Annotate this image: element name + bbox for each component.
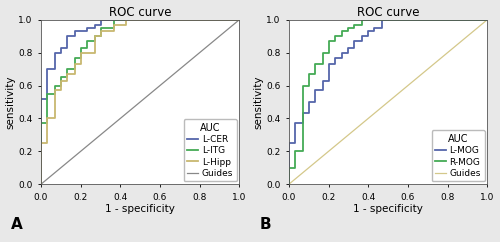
Title: ROC curve: ROC curve bbox=[109, 6, 172, 19]
Title: ROC curve: ROC curve bbox=[357, 6, 420, 19]
Legend: L-CER, L-ITG, L-Hipp, Guides: L-CER, L-ITG, L-Hipp, Guides bbox=[184, 119, 236, 182]
Y-axis label: sensitivity: sensitivity bbox=[254, 75, 264, 129]
X-axis label: 1 - specificity: 1 - specificity bbox=[353, 204, 423, 214]
Text: B: B bbox=[259, 217, 271, 232]
Text: A: A bbox=[12, 217, 23, 232]
X-axis label: 1 - specificity: 1 - specificity bbox=[106, 204, 175, 214]
Y-axis label: sensitivity: sensitivity bbox=[6, 75, 16, 129]
Legend: L-MOG, R-MOG, Guides: L-MOG, R-MOG, Guides bbox=[432, 130, 484, 182]
